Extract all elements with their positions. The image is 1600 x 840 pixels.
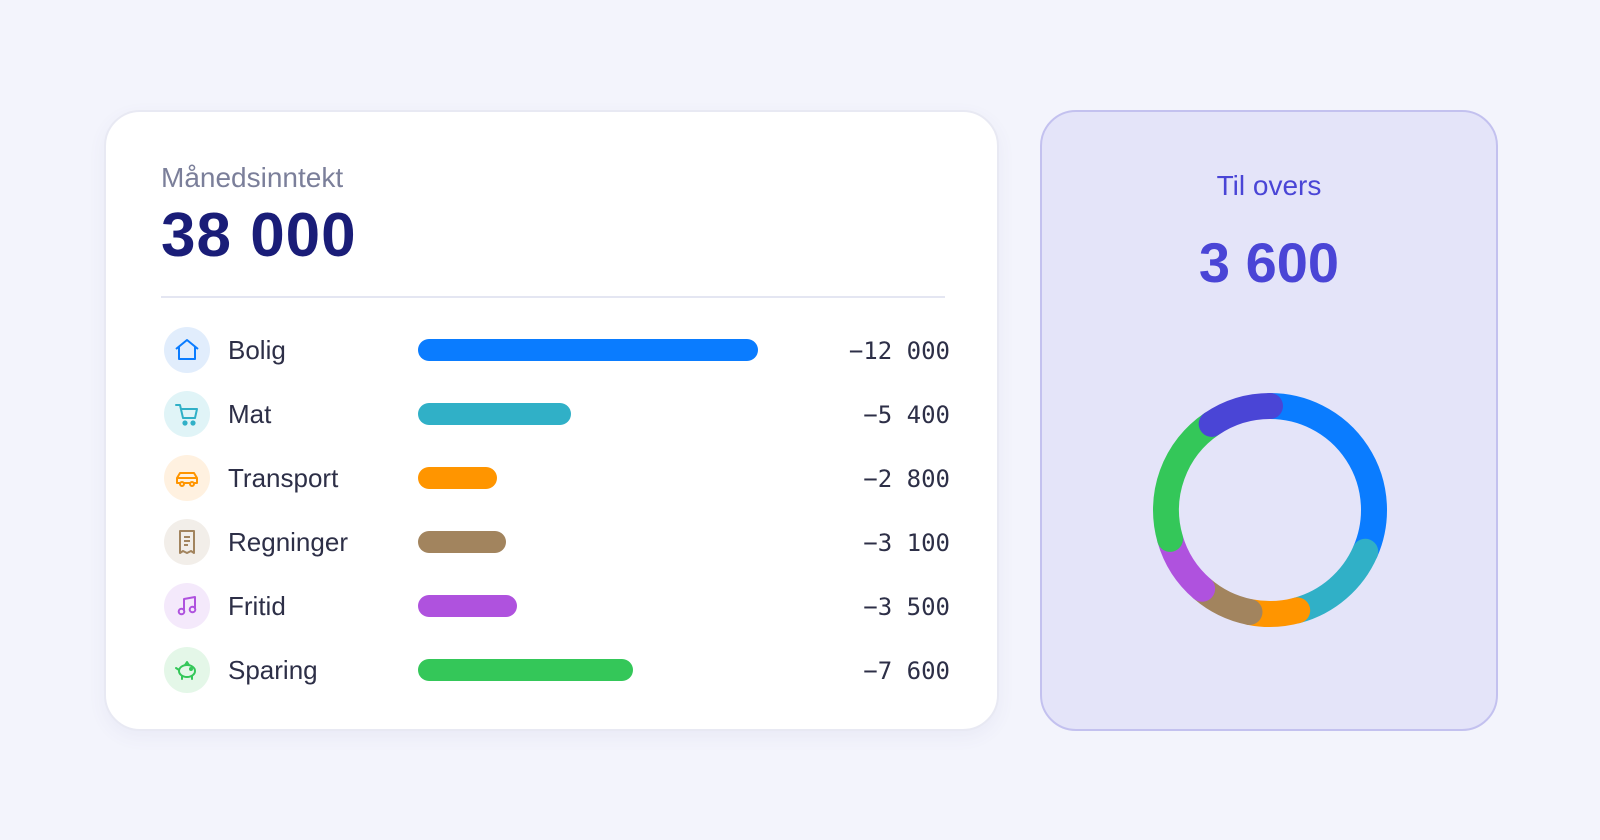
category-name: Mat (228, 399, 272, 429)
category-name: Bolig (228, 335, 286, 365)
donut-segment-til-overs (1198, 393, 1283, 437)
category-amount: −2 800 (863, 465, 950, 493)
category-bar (418, 339, 758, 361)
income-value: 38 000 (161, 201, 357, 270)
receipt-icon (164, 519, 210, 565)
category-bar (418, 659, 634, 681)
category-name: Regninger (228, 527, 348, 557)
category-amount: −3 100 (863, 529, 950, 557)
house-icon (164, 327, 210, 373)
category-bar (418, 595, 518, 617)
category-bar (418, 467, 498, 489)
income-card: Månedsinntekt 38 000 Bolig −12 000 Mat −… (104, 110, 999, 731)
category-amount: −3 500 (863, 593, 950, 621)
leftover-card: Til overs 3 600 (1040, 110, 1498, 731)
donut-segment-sparing (1153, 410, 1225, 552)
category-row-mat: Mat −5 400 (164, 391, 950, 441)
cart-icon (164, 391, 210, 437)
leftover-label: Til overs (1216, 170, 1322, 201)
category-row-bolig: Bolig −12 000 (164, 327, 950, 377)
music-note-icon (164, 583, 210, 629)
category-row-sparing: Sparing −7 600 (164, 647, 950, 697)
category-bar (418, 531, 506, 553)
category-name: Transport (228, 463, 339, 493)
category-row-transport: Transport −2 800 (164, 455, 950, 505)
category-amount: −5 400 (863, 401, 950, 429)
category-row-regninger: Regninger −3 100 (164, 519, 950, 569)
divider (161, 296, 945, 298)
category-bar (418, 403, 571, 425)
piggy-bank-icon (164, 647, 210, 693)
donut-segment-bolig (1257, 393, 1387, 565)
category-amount: −12 000 (848, 337, 950, 365)
car-icon (164, 455, 210, 501)
category-name: Fritid (228, 591, 286, 621)
donut-segment-mat (1284, 538, 1379, 624)
category-row-fritid: Fritid −3 500 (164, 583, 950, 633)
leftover-value: 3 600 (1198, 231, 1340, 294)
category-name: Sparing (228, 655, 318, 685)
income-label: Månedsinntekt (161, 162, 344, 193)
budget-donut-chart (1153, 393, 1387, 627)
category-amount: −7 600 (863, 657, 950, 685)
